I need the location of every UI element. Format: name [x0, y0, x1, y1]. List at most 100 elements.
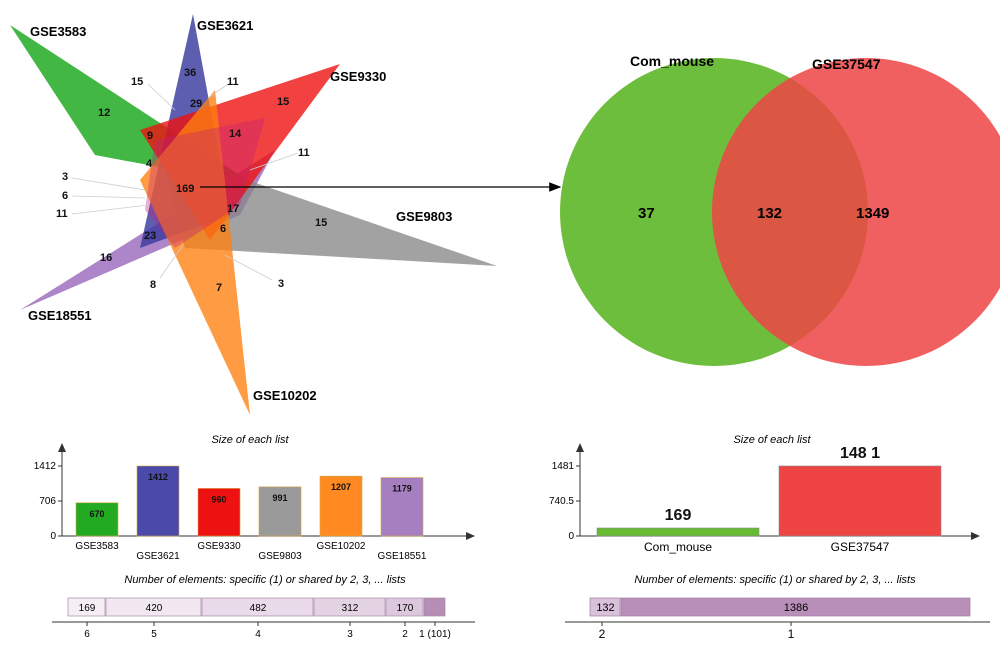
bar-left-ytick-label: 0 — [50, 531, 56, 542]
bar-left-category-label: GSE10202 — [317, 541, 366, 552]
bar-left-value-label: 1412 — [148, 472, 168, 482]
shared-left-segment — [423, 597, 446, 617]
bar-right-ytick-label: 1481 — [552, 461, 575, 472]
set-label-gse9330: GSE9330 — [330, 69, 386, 84]
bar-left-gse3621 — [136, 465, 180, 537]
callout-count-11-right: 11 — [298, 147, 310, 159]
shared-left-segment-value: 420 — [146, 603, 163, 614]
callout-count-15: 15 — [131, 76, 143, 88]
bar-left-category-label: GSE9330 — [197, 541, 241, 552]
bar-right-ytick-label: 0 — [568, 531, 574, 542]
shared-right-segment-value: 1386 — [784, 602, 808, 614]
count-6: 6 — [220, 223, 226, 235]
bar-right-x-axis-arrow — [971, 532, 980, 540]
circle-gse37547 — [712, 58, 1000, 366]
bar-left-gse10202 — [319, 475, 363, 537]
callout-count-3-bottom: 3 — [278, 278, 284, 290]
bar-left-category-label: GSE3583 — [75, 541, 119, 552]
count-gse9330-only: 15 — [277, 96, 289, 108]
count-4: 4 — [146, 158, 153, 170]
bar-right-title: Size of each list — [733, 434, 811, 446]
overlap-highlight — [145, 118, 265, 248]
bar-left-value-label: 1207 — [331, 482, 351, 492]
bar-left-y-axis-arrow — [58, 443, 66, 452]
bar-left-ytick-label: 1412 — [34, 461, 57, 472]
bar-left-category-label: GSE9803 — [258, 551, 302, 562]
shared-right-caption: Number of elements: specific (1) or shar… — [634, 574, 916, 586]
shared-left-axis-label: 4 — [255, 629, 261, 640]
bar-left-value-label: 670 — [89, 509, 104, 519]
bar-left-x-axis-arrow — [466, 532, 475, 540]
callout-count-11-top: 11 — [227, 76, 239, 88]
venn2-diagram: Com_mouse GSE37547 37 132 1349 — [560, 53, 1000, 366]
venn2-count-left-only: 37 — [638, 205, 655, 222]
callout-count-8: 8 — [150, 279, 156, 291]
callout-count-3-left: 3 — [62, 171, 68, 183]
callout-count-11-left: 11 — [56, 208, 68, 220]
count-gse3621-only: 36 — [184, 67, 196, 79]
bar-left-value-label: 1179 — [392, 484, 412, 494]
shared-left-segment-value: 312 — [342, 603, 359, 614]
shared-right-segment — [620, 597, 971, 617]
bar-left-category-label: GSE18551 — [378, 551, 427, 562]
shared-left-segment — [313, 597, 386, 617]
count-9: 9 — [147, 130, 153, 142]
shared-strip-right: Number of elements: specific (1) or shar… — [565, 574, 990, 641]
shared-right-segment-value: 132 — [596, 602, 614, 614]
bar-left-category-label: GSE3621 — [136, 551, 180, 562]
venn2-count-right-only: 1349 — [856, 205, 889, 222]
count-gse18551-only: 16 — [100, 252, 112, 264]
shared-left-axis-label: 1 (101) — [419, 629, 451, 640]
shared-left-axis-label: 6 — [84, 629, 90, 640]
shared-right-axis-label: 1 — [788, 627, 795, 641]
venn6-diagram: GSE3583 GSE3621 GSE9330 GSE9803 GSE10202… — [10, 14, 497, 415]
bar-right-y-axis-arrow — [576, 443, 584, 452]
shared-left-segment-value: 169 — [79, 603, 96, 614]
count-14: 14 — [229, 128, 242, 140]
bar-left-gse3583 — [75, 502, 119, 537]
count-gse3583-only: 12 — [98, 107, 110, 119]
bar-left-gse18551 — [380, 477, 424, 537]
bar-right-gse37547 — [778, 465, 942, 537]
callout-lines — [71, 83, 299, 281]
bar-left-ytick-label: 706 — [39, 496, 56, 507]
shared-left-segment — [105, 597, 202, 617]
shared-left-segment — [67, 597, 106, 617]
bar-left-gse9330 — [197, 488, 241, 537]
bar-left-value-label: 991 — [272, 493, 287, 503]
shared-right-axis-label: 2 — [599, 627, 606, 641]
count-center: 169 — [176, 183, 194, 195]
set-label-gse3621: GSE3621 — [197, 18, 253, 33]
count-23: 23 — [144, 230, 156, 242]
set-label-gse18551: GSE18551 — [28, 308, 92, 323]
set-label-gse10202: GSE10202 — [253, 388, 317, 403]
bar-chart-left: Size of each list 0 706 1412 670 GSE3583 1412… — [34, 434, 475, 562]
bar-right-category-label: GSE37547 — [831, 540, 890, 554]
count-29: 29 — [190, 98, 202, 110]
shared-left-axis-label: 5 — [151, 629, 157, 640]
count-17: 17 — [227, 203, 239, 215]
shared-left-segment — [201, 597, 314, 617]
venn2-label-gse37547: GSE37547 — [812, 56, 881, 72]
set-label-gse3583: GSE3583 — [30, 24, 86, 39]
shared-left-segment-value: 482 — [250, 603, 267, 614]
count-gse10202-only: 7 — [216, 282, 222, 294]
bar-right-category-label: Com_mouse — [644, 540, 712, 554]
shared-left-segment — [385, 597, 424, 617]
bar-right-com-mouse — [596, 527, 760, 537]
triangle-gse10202 — [140, 90, 250, 415]
set-label-gse9803: GSE9803 — [396, 209, 452, 224]
bar-right-value-label: 148 1 — [840, 445, 880, 462]
shared-left-axis-label: 3 — [347, 629, 353, 640]
bar-left-title: Size of each list — [211, 434, 289, 446]
bar-left-value-label: 960 — [211, 494, 226, 504]
venn2-label-com-mouse: Com_mouse — [630, 53, 714, 69]
venn2-count-intersection: 132 — [757, 205, 782, 222]
bar-right-ytick-label: 740.5 — [549, 496, 574, 507]
callout-count-6-left: 6 — [62, 190, 68, 202]
bar-right-value-label: 169 — [665, 507, 692, 524]
bar-left-gse9803 — [258, 486, 302, 537]
shared-left-caption: Number of elements: specific (1) or shar… — [124, 574, 406, 586]
shared-left-axis-label: 2 — [402, 629, 408, 640]
